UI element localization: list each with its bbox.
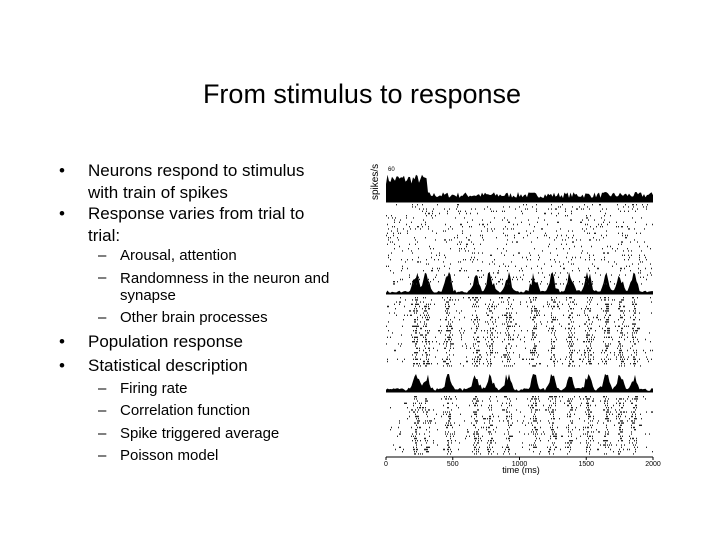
sub-item-line: Other brain processes: [120, 309, 268, 326]
sub-item-firing-rate: Firing rate: [120, 378, 350, 400]
bullet-line: with train of spikes: [88, 183, 228, 202]
psth-bottom: [386, 374, 653, 392]
sub-item-arousal: Arousal, attention: [120, 245, 350, 267]
x-tick-label: 1000: [512, 461, 528, 468]
sub-item-brain-processes: Other brain processes: [120, 307, 350, 329]
sub-item-line: synapse: [120, 287, 176, 304]
x-axis-ticks: 0 500 1000 1500 2000: [384, 457, 661, 468]
bullet-line: Neurons respond to stimulus: [88, 161, 305, 180]
raster-middle: [386, 297, 653, 367]
slide-title: From stimulus to response: [202, 79, 522, 109]
x-tick-label: 1500: [578, 461, 594, 468]
bullet-marker: •: [59, 356, 65, 375]
bullet-marker: •: [59, 204, 65, 223]
bullet-line: Population response: [88, 332, 244, 351]
sub-item-line: Arousal, attention: [120, 247, 237, 264]
bullet-marker: •: [59, 161, 65, 180]
sub-item-line: Randomness in the neuron and: [120, 270, 330, 287]
spike-raster-svg: spikes/s 60 0 500 1000 1500 2000 time (ms): [370, 164, 661, 475]
raster-top: [386, 204, 653, 285]
sub-marker: –: [98, 247, 107, 264]
sub-item-poisson: Poisson model: [120, 445, 350, 467]
sub-item-line: Firing rate: [120, 380, 188, 397]
bullet-statistical-description: Statistical description: [88, 355, 348, 377]
bullet-line: Response varies from trial to: [88, 204, 305, 223]
sub-marker: –: [98, 447, 107, 464]
sub-item-correlation: Correlation function: [120, 400, 350, 422]
sub-item-line: Poisson model: [120, 447, 219, 464]
sub-marker: –: [98, 269, 107, 286]
ylabel: spikes/s: [370, 164, 381, 200]
bullet-population-response: Population response: [88, 331, 348, 353]
raster-bottom: [390, 396, 653, 455]
bullet-line: trial:: [88, 226, 121, 245]
sub-item-line: Correlation function: [120, 402, 251, 419]
xlabel: time (ms): [502, 465, 540, 475]
sub-item-line: Spike triggered average: [120, 425, 280, 442]
sub-marker: –: [98, 380, 107, 397]
psth-middle: [386, 272, 653, 294]
spike-rasters: [386, 204, 653, 455]
bullet-response-varies: Response varies from trial to trial:: [88, 203, 348, 247]
bullet-neurons-respond: Neurons respond to stimulus with train o…: [88, 160, 348, 204]
bullet-line: Statistical description: [88, 356, 248, 375]
sub-item-randomness: Randomness in the neuron and synapse: [120, 270, 350, 304]
sub-item-spike-triggered: Spike triggered average: [120, 423, 350, 445]
x-tick-label: 2000: [645, 461, 661, 468]
bullet-marker: •: [59, 332, 65, 351]
psth-top: [386, 174, 653, 202]
psth-histograms: [386, 174, 653, 393]
spike-raster-figure: spikes/s 60 0 500 1000 1500 2000 time (ms): [368, 160, 668, 480]
sub-marker: –: [98, 425, 107, 442]
x-tick-label: 0: [384, 461, 388, 468]
ymax-label: 60: [388, 167, 395, 173]
x-tick-label: 500: [447, 461, 459, 468]
sub-marker: –: [98, 309, 107, 326]
sub-marker: –: [98, 402, 107, 419]
